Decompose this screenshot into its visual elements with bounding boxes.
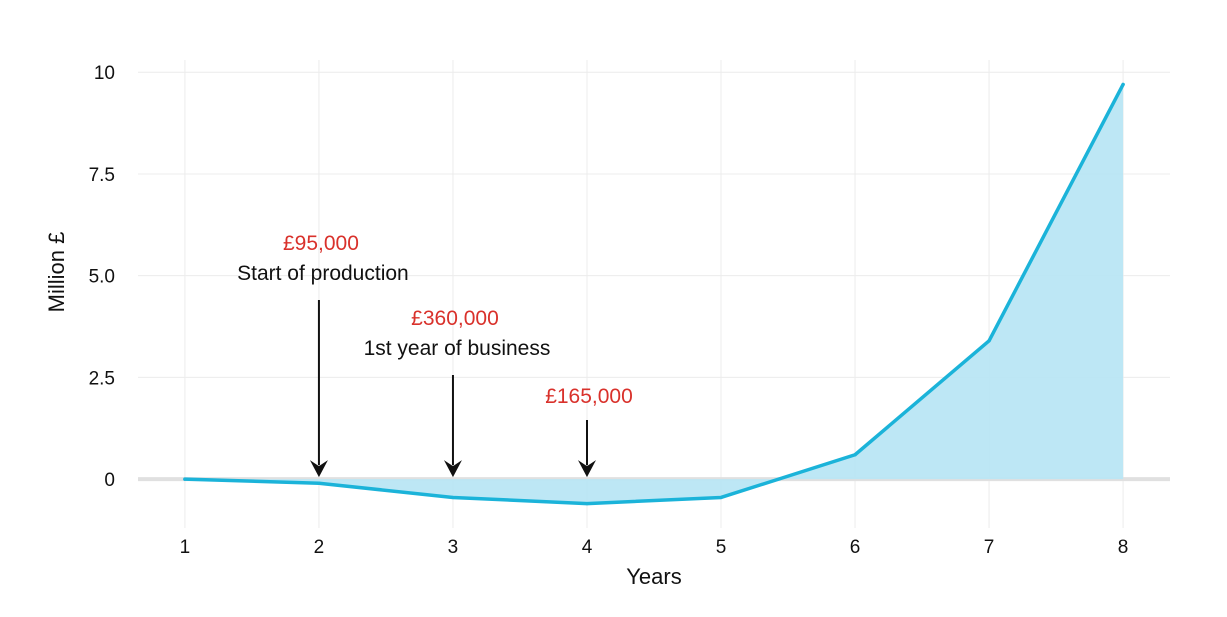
x-tick-label: 3	[448, 537, 459, 558]
y-tick-label: 7.5	[89, 165, 115, 186]
annotation-arrow-head	[309, 460, 328, 478]
data-point	[585, 501, 589, 506]
y-tick-label: 0	[104, 470, 115, 491]
annotations: £95,000 Start of production£360,000 1st ye…	[237, 232, 633, 478]
y-axis-title: Million £	[44, 232, 69, 313]
y-tick-label: 10	[94, 63, 115, 84]
y-tick-label: 5.0	[89, 267, 115, 288]
x-tick-label: 5	[716, 537, 727, 558]
annotation-label: Start of production	[237, 262, 409, 285]
annotation-value: £360,000	[411, 307, 499, 330]
series-line	[183, 82, 1125, 506]
data-point	[853, 453, 857, 457]
annotation-arrow-head	[443, 460, 462, 478]
annotation-value: £165,000	[545, 385, 633, 408]
data-point	[1121, 82, 1125, 87]
x-axis-ticks: 1 2 3 4 5 6 7 8	[180, 537, 1129, 558]
data-point	[317, 481, 321, 485]
annotation-arrow-head	[577, 460, 596, 478]
y-tick-label: 2.5	[89, 368, 115, 389]
data-point	[451, 495, 455, 500]
x-tick-label: 2	[314, 537, 325, 558]
data-point	[987, 339, 991, 343]
annotation-value: £95,000	[283, 232, 359, 255]
x-tick-label: 6	[850, 537, 861, 558]
data-point	[183, 477, 187, 481]
x-tick-label: 7	[984, 537, 995, 558]
x-tick-label: 1	[180, 537, 191, 558]
series-area	[184, 84, 1124, 504]
series-line-path	[183, 82, 1125, 506]
x-tick-label: 4	[582, 537, 593, 558]
data-point	[719, 495, 723, 500]
annotation-label: 1st year of business	[364, 337, 551, 360]
area-fill	[184, 84, 1124, 504]
x-axis-title: Years	[626, 564, 681, 589]
x-tick-label: 8	[1118, 537, 1129, 558]
y-axis-ticks: 0 2.5 5.0 7.5 10	[89, 63, 115, 491]
